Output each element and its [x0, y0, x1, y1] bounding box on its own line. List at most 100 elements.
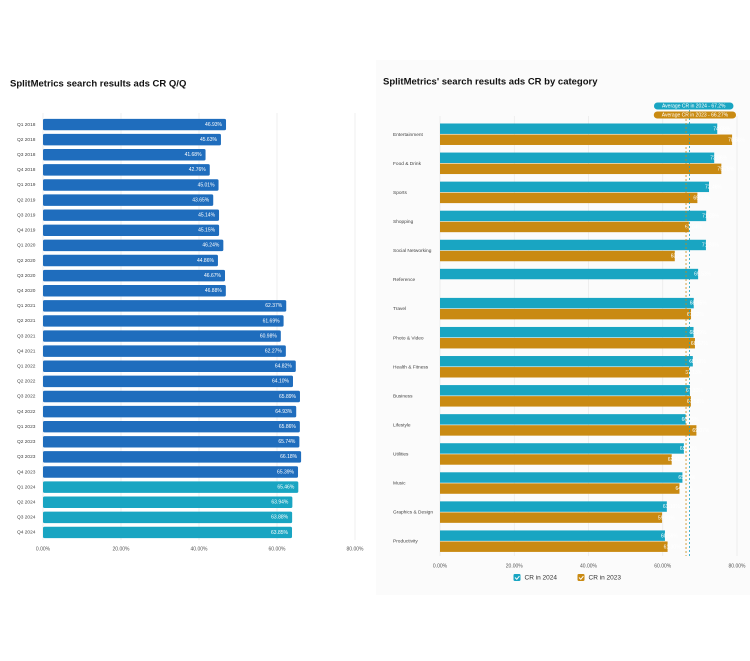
bar	[43, 511, 293, 524]
y-tick-label: Entertainment	[393, 132, 424, 138]
bar	[43, 149, 206, 161]
value-label: 44.86%	[197, 258, 215, 264]
y-tick-label: Q1 2018	[17, 122, 36, 128]
value-label: 59.81%	[658, 515, 676, 521]
bar	[43, 496, 293, 508]
value-label: 74.68%	[713, 126, 731, 132]
value-label: 61.10%	[663, 504, 681, 510]
value-label: 60.98%	[260, 333, 278, 339]
value-label: 62.37%	[265, 303, 283, 309]
x-tick-label: 40.00%	[191, 546, 209, 552]
value-label: 68.67%	[691, 341, 709, 347]
value-label: 65.86%	[279, 424, 297, 430]
y-tick-label: Q4 2023	[17, 469, 36, 475]
bar	[440, 308, 692, 320]
y-tick-label: Q4 2019	[17, 228, 36, 234]
bar	[440, 454, 672, 465]
bar	[43, 269, 226, 282]
y-tick-label: Q2 2019	[17, 197, 36, 203]
value-label: 71.69%	[702, 214, 720, 220]
bar	[440, 530, 665, 541]
bar	[440, 338, 695, 349]
y-tick-label: Q1 2019	[17, 182, 36, 188]
value-label: 65.74%	[278, 439, 296, 445]
bar	[43, 481, 299, 493]
y-tick-label: Health & Fitness	[393, 364, 429, 370]
x-tick-label: 40.00%	[580, 563, 598, 569]
legend-check[interactable]	[514, 575, 520, 581]
bar	[43, 179, 219, 191]
value-label: 62.27%	[265, 348, 283, 354]
value-label: 67.04%	[685, 225, 703, 231]
y-tick-label: Q2 2021	[17, 318, 36, 324]
x-tick-label: 60.00%	[654, 563, 672, 569]
value-label: 68.10%	[689, 359, 707, 365]
bar	[43, 209, 220, 221]
value-label: 67.13%	[685, 370, 703, 376]
bar	[43, 164, 210, 176]
value-label: 64.50%	[675, 486, 693, 492]
bar	[440, 221, 689, 233]
value-label: 68.29%	[690, 330, 708, 336]
bar	[43, 224, 220, 237]
value-label: 65.46%	[277, 484, 295, 490]
x-tick-label: 0.00%	[433, 563, 448, 569]
y-tick-label: Q2 2023	[17, 439, 36, 445]
y-tick-label: Q4 2024	[17, 530, 36, 536]
bar	[440, 268, 699, 280]
bar	[440, 472, 683, 483]
y-tick-label: Productivity	[393, 539, 418, 545]
bar	[440, 501, 667, 512]
x-tick-label: 20.00%	[506, 563, 524, 569]
y-tick-label: Q3 2022	[17, 394, 36, 400]
y-tick-label: Q3 2021	[17, 333, 36, 339]
y-tick-label: Q2 2024	[17, 499, 36, 505]
bar	[440, 425, 697, 436]
annotation-pill	[653, 111, 737, 119]
annotation-pill	[653, 102, 734, 110]
bar	[43, 466, 299, 478]
bar	[440, 192, 698, 204]
y-tick-label: Food & Drink	[393, 161, 422, 167]
y-tick-label: Photo & Video	[393, 335, 424, 341]
bar	[440, 250, 675, 262]
x-tick-label: 60.00%	[269, 546, 287, 552]
value-label: 78.68%	[728, 137, 746, 143]
value-label: 63.94%	[271, 500, 289, 506]
legend-label[interactable]: CR in 2023	[589, 575, 622, 582]
bar	[43, 315, 284, 327]
annotation-label: Average CR in 2024 - 67.2%	[662, 103, 726, 109]
bar	[43, 390, 300, 403]
legend-checkbox[interactable]	[513, 574, 521, 581]
value-label: 45.15%	[198, 228, 216, 234]
y-tick-label: Travel	[393, 306, 406, 312]
bar	[440, 541, 668, 552]
legend-check[interactable]	[578, 575, 584, 581]
bar	[440, 356, 693, 367]
value-label: 42.76%	[189, 167, 207, 173]
y-tick-label: Q2 2020	[17, 258, 36, 264]
value-label: 71.63%	[702, 243, 720, 249]
value-label: 43.65%	[192, 197, 210, 203]
bar	[440, 367, 690, 378]
bar	[440, 512, 663, 523]
value-label: 66.18%	[280, 454, 298, 460]
value-label: 63.88%	[271, 515, 289, 521]
y-tick-label: Q4 2018	[17, 167, 36, 173]
value-label: 69.07%	[692, 428, 710, 434]
legend-checkbox[interactable]	[577, 574, 585, 581]
value-label: 46.88%	[205, 288, 223, 294]
value-label: 64.93%	[275, 409, 293, 415]
value-label: 67.58%	[687, 399, 705, 405]
bar	[43, 420, 300, 433]
bar	[440, 152, 715, 163]
bar	[43, 194, 214, 206]
y-tick-label: Reference	[393, 277, 415, 283]
y-tick-label: Social Networking	[393, 248, 432, 254]
value-label: 64.82%	[275, 364, 293, 370]
value-label: 46.67%	[204, 273, 222, 279]
value-label: 46.24%	[202, 243, 220, 249]
legend-label[interactable]: CR in 2024	[525, 575, 558, 582]
bar	[43, 118, 227, 131]
value-label: 62.41%	[668, 457, 686, 463]
